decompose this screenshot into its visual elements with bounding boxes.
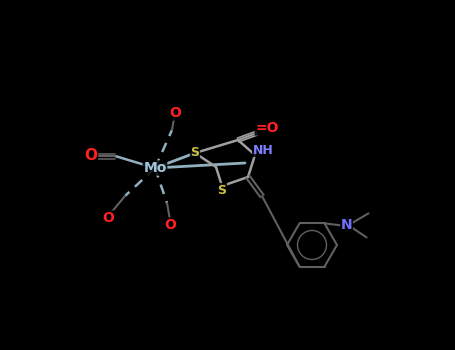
Text: O: O (85, 148, 97, 163)
Text: =O: =O (255, 121, 279, 135)
Text: N: N (341, 218, 352, 232)
Text: O: O (169, 106, 181, 120)
Text: O: O (164, 218, 176, 232)
Text: S: S (191, 147, 199, 160)
Text: Mo: Mo (143, 161, 167, 175)
Text: S: S (217, 183, 227, 196)
Text: NH: NH (253, 144, 273, 156)
Text: O: O (102, 211, 114, 225)
